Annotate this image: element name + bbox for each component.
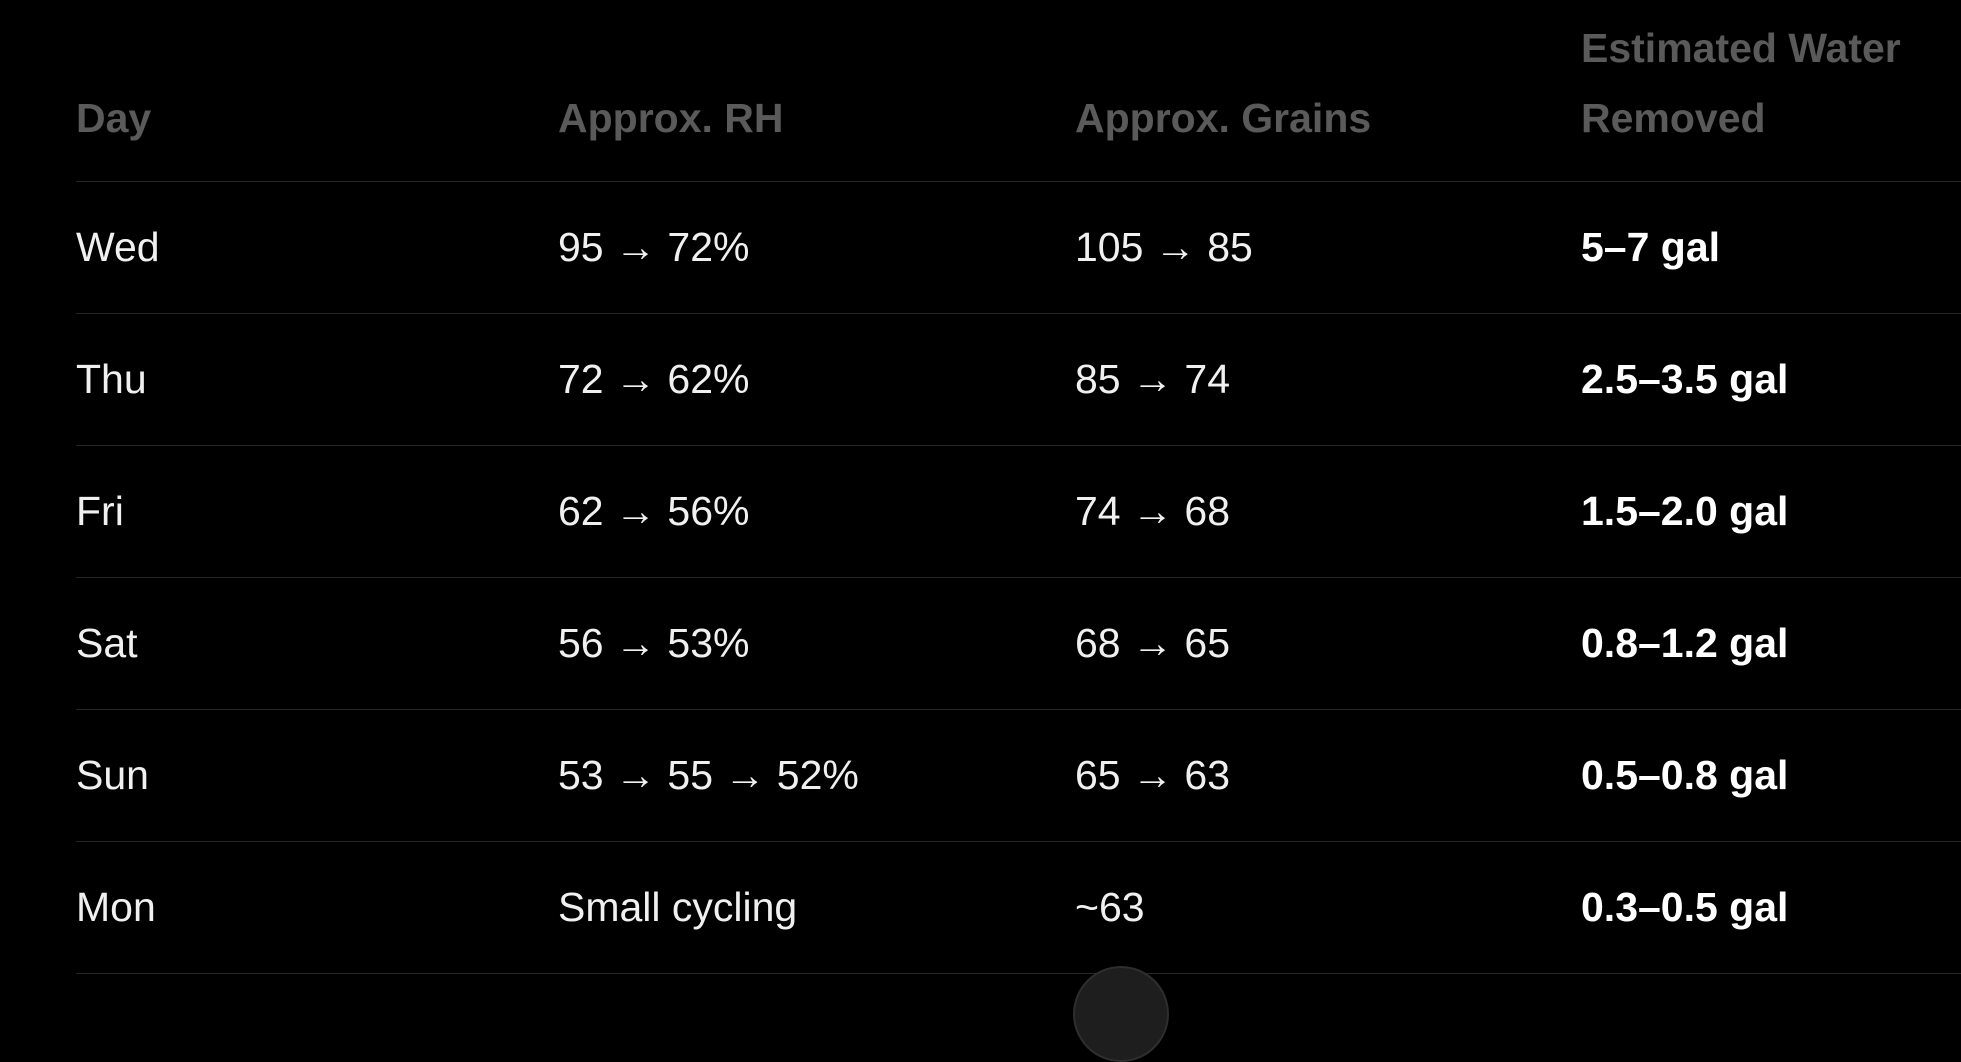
table-cell: Wed (76, 224, 160, 270)
table-cell: Sat (76, 620, 138, 666)
table-cell: 85 → 74 (1075, 356, 1230, 402)
row-divider (76, 709, 1961, 710)
table-cell: 95 → 72% (558, 224, 750, 270)
table-cell: 74 → 68 (1075, 488, 1230, 534)
column-header: Approx. RH (558, 95, 784, 141)
row-divider (76, 313, 1961, 314)
row-divider (76, 445, 1961, 446)
table-cell: 2.5–3.5 gal (1581, 356, 1789, 402)
table-cell: Thu (76, 356, 147, 402)
column-header: Day (76, 95, 152, 141)
table-cell: Mon (76, 884, 156, 930)
table-cell: 53 → 55 → 52% (558, 752, 859, 798)
row-divider (76, 181, 1961, 182)
table-cell: 0.3–0.5 gal (1581, 884, 1789, 930)
row-divider (76, 973, 1961, 974)
table-cell: 72 → 62% (558, 356, 750, 402)
table-cell: ~63 (1075, 884, 1145, 930)
table-cell: Small cycling (558, 884, 798, 930)
screen: Day Approx. RH Approx. Grains Estimated Wat… (76, 25, 1961, 1062)
table-cell: 56 → 53% (558, 620, 750, 666)
row-divider (76, 577, 1961, 578)
table-cell: 0.5–0.8 gal (1581, 752, 1789, 798)
table-cell: 62 → 56% (558, 488, 750, 534)
column-header: Estimated Water Removed (1581, 25, 1901, 141)
table-cell: 1.5–2.0 gal (1581, 488, 1789, 534)
row-divider (76, 841, 1961, 842)
column-header: Approx. Grains (1075, 95, 1372, 141)
table-cell: 0.8–1.2 gal (1581, 620, 1789, 666)
table-cell: 105 → 85 (1075, 224, 1253, 270)
table-cell: 5–7 gal (1581, 224, 1721, 270)
table-cell: Sun (76, 752, 149, 798)
table-cell: Fri (76, 488, 124, 534)
table-cell: 65 → 63 (1075, 752, 1230, 798)
scroll-button[interactable] (1073, 966, 1169, 1062)
table-cell: 68 → 65 (1075, 620, 1230, 666)
